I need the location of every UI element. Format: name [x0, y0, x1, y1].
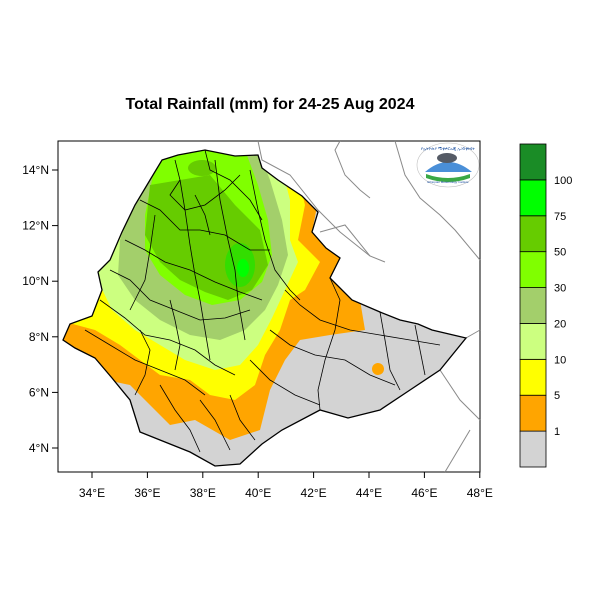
legend-swatch [519, 358, 547, 396]
orange-patch-east [372, 363, 384, 375]
legend-swatch [519, 215, 547, 253]
x-tick-label: 44°E [356, 486, 382, 500]
y-tick-label: 4°N [29, 441, 49, 455]
ethiopian-meteorology-institute-logo: የኢትዮጵያ ሚቲዎሮሎጂ ኢንስቲትዩት Ethiopian Meteorol… [416, 142, 480, 188]
neighbor-borders [257, 140, 481, 473]
x-tick-label: 36°E [134, 486, 160, 500]
green-patch-75mm [237, 259, 249, 277]
legend-label: 20 [554, 318, 566, 330]
country-border [62, 149, 468, 467]
zone-borders [84, 150, 441, 453]
logo-caption: Ethiopian Meteorology Institute [427, 180, 469, 184]
y-tick-label: 10°N [22, 274, 49, 288]
map-title: Total Rainfall (mm) for 24-25 Aug 2024 [125, 96, 415, 113]
x-tick-label: 34°E [79, 486, 105, 500]
legend-label: 5 [554, 390, 560, 402]
svg-text:የኢትዮጵያ ሚቲዎሮሎጂ ኢንስቲትዩት: የኢትዮጵያ ሚቲዎሮሎጂ ኢንስቲትዩት [421, 146, 475, 151]
x-tick-label: 46°E [411, 486, 437, 500]
legend-label: 75 [554, 211, 566, 223]
x-tick-label: 42°E [301, 486, 327, 500]
legend-swatch [519, 323, 547, 360]
legend-label: 50 [554, 247, 566, 259]
y-axis: 14°N 12°N 10°N 8°N 6°N 4°N [22, 163, 58, 455]
y-tick-label: 14°N [22, 163, 49, 177]
legend-swatch [519, 430, 547, 468]
lime-patch-north [188, 160, 216, 176]
y-tick-label: 6°N [29, 385, 49, 399]
legend-swatch [519, 143, 547, 181]
x-tick-label: 38°E [190, 486, 216, 500]
x-tick-label: 48°E [467, 486, 493, 500]
y-tick-label: 12°N [22, 219, 49, 233]
rainfall-legend: 1 5 10 20 30 50 75 100 [519, 143, 572, 468]
x-tick-label: 40°E [245, 486, 271, 500]
legend-label: 30 [554, 283, 566, 295]
legend-swatch [519, 251, 547, 288]
legend-label: 10 [554, 354, 566, 366]
x-axis: 34°E 36°E 38°E 40°E 42°E 44°E 46°E 48°E [79, 472, 493, 500]
legend-swatch [519, 287, 547, 324]
legend-swatch [519, 179, 547, 217]
y-tick-label: 8°N [29, 330, 49, 344]
legend-swatch [519, 394, 547, 432]
legend-label: 1 [554, 426, 560, 438]
legend-label: 100 [554, 175, 572, 187]
